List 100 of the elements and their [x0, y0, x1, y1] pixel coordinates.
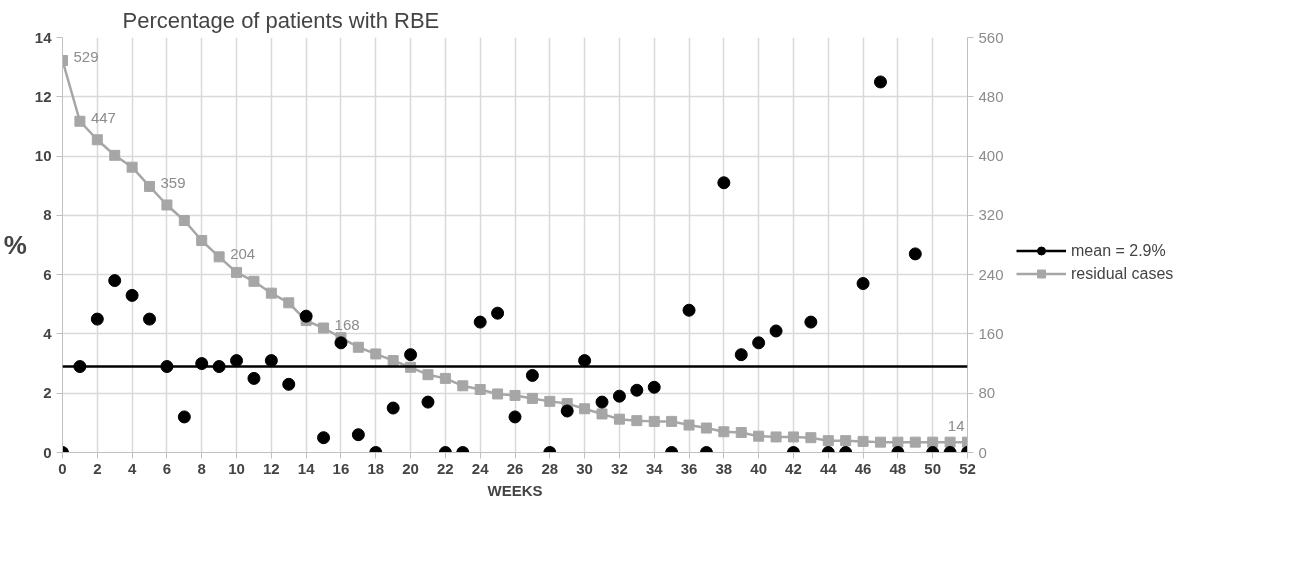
x-tick-label: 0 — [58, 459, 67, 477]
point — [560, 404, 574, 418]
chart-title: Percentage of patients with RBE — [122, 7, 440, 33]
x-tick-label: 32 — [611, 459, 628, 477]
point — [648, 415, 660, 427]
point — [647, 380, 661, 394]
y-tick-label: 2 — [43, 384, 52, 402]
x-axis-title: WEEKS — [487, 481, 543, 499]
point — [683, 419, 695, 431]
y2-tick-label: 480 — [978, 87, 1004, 105]
point — [318, 322, 330, 334]
data-label: 168 — [334, 316, 360, 333]
point — [334, 336, 348, 350]
point — [927, 436, 939, 448]
point — [282, 377, 296, 391]
point — [526, 392, 538, 404]
x-tick-label: 10 — [228, 459, 245, 477]
data-label: 359 — [160, 174, 186, 192]
point — [177, 410, 191, 424]
point — [352, 341, 364, 353]
x-tick-label: 34 — [645, 459, 664, 477]
x-tick-label: 36 — [680, 459, 698, 477]
x-tick-label: 2 — [93, 459, 102, 477]
point — [874, 436, 886, 448]
point — [90, 312, 104, 326]
point — [631, 415, 643, 427]
y-axis-title: % — [3, 230, 27, 260]
point — [753, 430, 765, 442]
point — [299, 309, 313, 323]
point — [74, 115, 86, 127]
x-tick-label: 44 — [819, 459, 838, 477]
point — [143, 312, 157, 326]
data-label: 529 — [73, 48, 99, 66]
point — [144, 180, 156, 192]
point — [247, 371, 261, 385]
y-tick-label: 14 — [34, 28, 53, 46]
point — [735, 426, 747, 438]
point — [283, 297, 295, 309]
point — [856, 277, 870, 291]
x-tick-label: 26 — [506, 459, 524, 477]
point — [178, 215, 190, 227]
point — [752, 336, 766, 350]
x-tick-label: 14 — [297, 459, 316, 477]
point — [473, 315, 487, 329]
point — [109, 149, 121, 161]
point — [769, 324, 783, 338]
x-tick-label: 8 — [197, 459, 206, 477]
point — [439, 372, 451, 384]
point — [125, 288, 139, 302]
point — [264, 354, 278, 368]
point — [770, 431, 782, 443]
point — [630, 383, 644, 397]
point — [840, 435, 852, 447]
x-tick-label: 20 — [402, 459, 419, 477]
point — [351, 428, 365, 442]
y2-tick-label: 160 — [978, 324, 1004, 342]
x-tick-label: 6 — [162, 459, 172, 477]
point — [508, 410, 522, 424]
point — [579, 403, 591, 415]
point — [596, 408, 608, 420]
x-tick-label: 48 — [889, 459, 907, 477]
point — [717, 176, 731, 190]
point — [700, 422, 712, 434]
annotation: 204 — [230, 244, 256, 262]
x-tick-label: 22 — [437, 459, 454, 477]
point — [248, 275, 260, 287]
point — [422, 369, 434, 381]
point — [892, 436, 904, 448]
point — [196, 235, 208, 247]
y2-tick-label: 560 — [978, 28, 1004, 46]
y-tick-label: 12 — [34, 87, 52, 105]
point — [230, 354, 244, 368]
y2-tick-label: 320 — [978, 206, 1004, 224]
y-tick-label: 10 — [34, 147, 52, 165]
point — [666, 415, 678, 427]
point — [387, 355, 399, 367]
point — [91, 134, 103, 146]
point — [544, 395, 556, 407]
y-tick-label: 4 — [43, 324, 53, 342]
y-tick-label: 8 — [43, 206, 52, 224]
y2-tick-label: 0 — [978, 443, 987, 461]
x-tick-label: 38 — [715, 459, 733, 477]
point — [231, 266, 243, 278]
point — [682, 303, 696, 317]
legend-label: mean = 2.9% — [1071, 241, 1166, 259]
point — [613, 413, 625, 425]
y-tick-label: 6 — [43, 265, 52, 283]
x-tick-label: 4 — [127, 459, 137, 477]
y2-tick-label: 240 — [978, 265, 1004, 283]
point — [317, 431, 331, 445]
x-tick-label: 16 — [332, 459, 350, 477]
y-tick-label: 0 — [43, 443, 52, 461]
point — [491, 306, 505, 320]
point — [421, 395, 435, 409]
point — [457, 380, 469, 392]
point — [108, 274, 122, 288]
point — [161, 199, 173, 211]
x-tick-label: 28 — [541, 459, 559, 477]
point — [822, 435, 834, 447]
y2-tick-label: 80 — [978, 384, 996, 402]
